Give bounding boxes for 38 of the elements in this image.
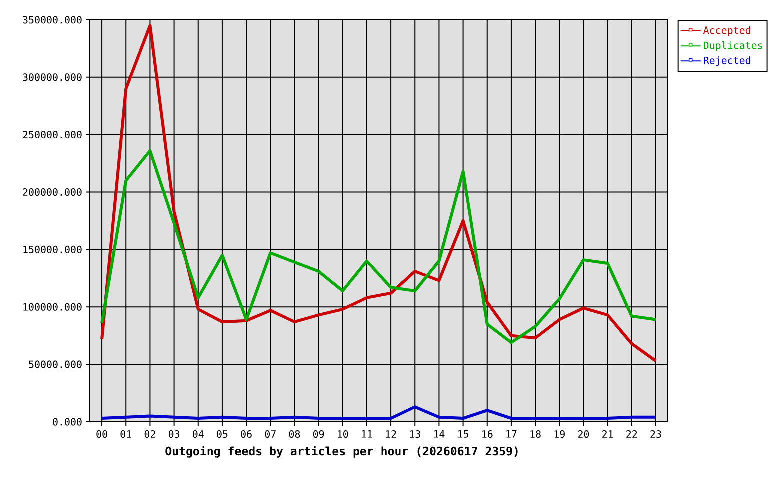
x-tick-label: 03	[168, 430, 180, 438]
x-tick-label: 07	[265, 430, 276, 438]
x-tick-label: 04	[193, 430, 204, 438]
y-tick-label: 0.000	[53, 418, 82, 426]
y-tick-label: 350000.000	[23, 16, 82, 24]
line-series	[100, 149, 658, 344]
x-tick-label: 19	[554, 430, 565, 438]
y-tick-label: 100000.000	[24, 303, 82, 311]
x-tick-label: 15	[458, 430, 468, 438]
x-tick-label: 17	[506, 430, 517, 438]
x-axis-title: Outgoing feeds by articles per hour (20260617 2359)	[166, 446, 518, 458]
x-tick-label: 13	[410, 430, 420, 438]
x-tick-label: 02	[144, 430, 156, 438]
legend-label: Accepted	[704, 26, 750, 36]
x-tick-label: 08	[289, 430, 300, 438]
x-tick-label: 18	[530, 430, 541, 438]
x-tick-label: 23	[650, 430, 662, 438]
y-tick-label: 250000.000	[23, 131, 82, 139]
y-tick-label: 150000.000	[24, 246, 82, 254]
x-tick-label: 06	[241, 430, 252, 438]
x-tick-label: 22	[626, 430, 638, 438]
legend-label: Rejected	[704, 56, 750, 66]
legend-label: Duplicates	[704, 42, 762, 52]
x-tick-label: 20	[578, 430, 590, 438]
x-tick-label: 14	[434, 430, 445, 438]
line-series	[100, 24, 658, 363]
x-tick-label: 05	[217, 430, 228, 438]
x-tick-label: 21	[602, 430, 614, 438]
x-tick-label: 00	[96, 430, 108, 438]
x-tick-label: 01	[120, 430, 132, 438]
y-tick-label: 50000.000	[29, 360, 82, 368]
x-tick-label: 16	[482, 430, 493, 438]
x-tick-label: 11	[362, 430, 372, 438]
y-tick-label: 300000.000	[23, 74, 82, 82]
y-tick-label: 200000.000	[23, 188, 82, 196]
x-tick-label: 10	[338, 430, 348, 438]
x-tick-label: 12	[386, 430, 396, 438]
x-tick-label: 09	[313, 430, 324, 438]
